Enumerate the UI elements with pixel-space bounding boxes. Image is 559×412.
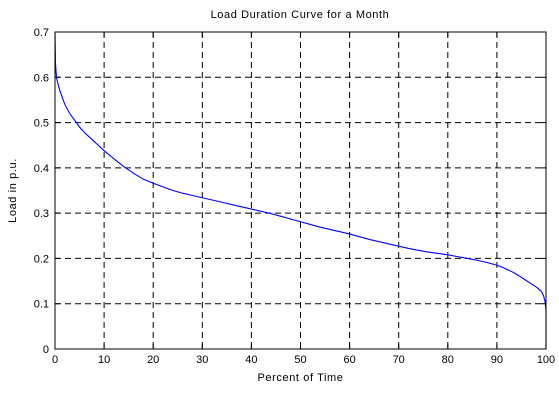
chart-title: Load Duration Curve for a Month	[211, 9, 390, 21]
series-line	[54, 31, 547, 349]
x-tick-label: 30	[196, 354, 208, 366]
x-tick-label: 60	[343, 354, 355, 366]
plot-area-frame	[54, 31, 547, 350]
x-tick-label: 40	[245, 354, 257, 366]
ticks: 0 10 20 30 40 50 60 70 80 90 100 0 0.1 0.2 0.3 0.4 0.5 0.…	[34, 27, 555, 366]
y-tick-label: 0	[43, 344, 49, 356]
y-tick-label: 0.5	[34, 118, 49, 130]
grid	[55, 32, 546, 349]
y-tick-label: 0.4	[34, 163, 49, 175]
y-tick-label: 0.6	[34, 72, 49, 84]
y-tick-label: 0.7	[34, 27, 49, 39]
x-tick-label: 10	[98, 354, 110, 366]
x-tick-label: 70	[393, 354, 405, 366]
x-tick-label: 80	[442, 354, 454, 366]
x-tick-label: 100	[537, 354, 555, 366]
x-tick-label: 50	[294, 354, 306, 366]
x-tick-label: 20	[147, 354, 159, 366]
x-axis-label: Percent of Time	[257, 372, 343, 384]
x-tick-label: 0	[52, 354, 58, 366]
y-axis-label: Load in p.u.	[7, 158, 19, 223]
series-layer	[54, 31, 547, 349]
x-tick-label: 90	[491, 354, 503, 366]
y-tick-label: 0.2	[34, 253, 49, 265]
y-tick-label: 0.3	[34, 208, 49, 220]
y-tick-label: 0.1	[34, 299, 49, 311]
